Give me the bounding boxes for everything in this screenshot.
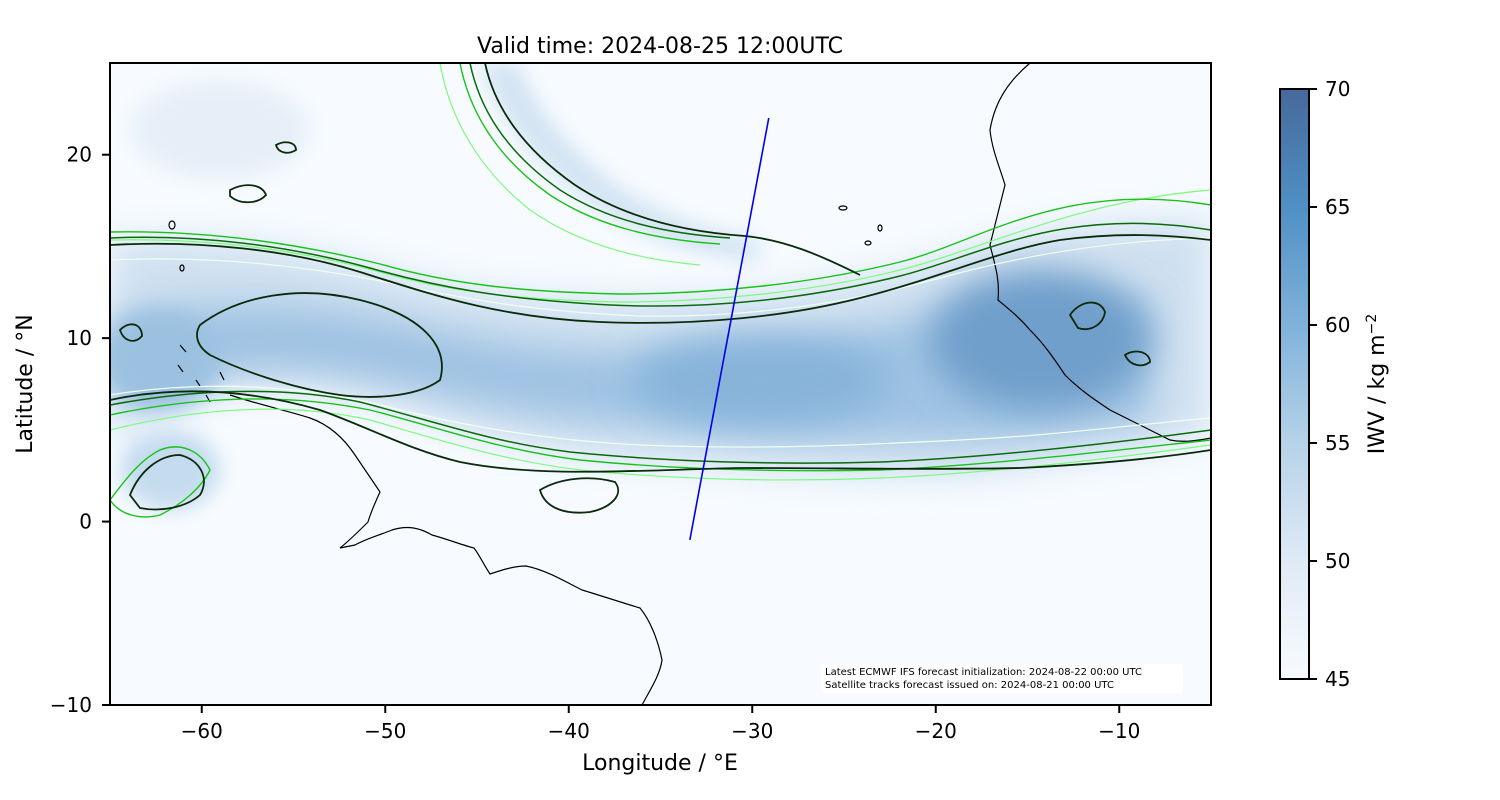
coastline-cape-verde-1 (838, 205, 848, 211)
contour-dark-south-patch (538, 477, 620, 514)
colorbar-tick-label: 70 (1325, 77, 1350, 101)
colorbar-label-sup: −2 (1364, 314, 1380, 335)
x-tick-label: −60 (181, 719, 223, 743)
iwv-north-arc (480, 63, 760, 262)
contour-darkgreen-south (110, 390, 1211, 464)
colorbar-label-main: IWV / kg m (1365, 334, 1390, 454)
contour-dark-south (110, 390, 1211, 473)
colorbar-tick-label: 45 (1325, 667, 1350, 691)
x-tick-label: −50 (364, 719, 406, 743)
x-tick-label: −20 (915, 719, 957, 743)
contour-dark-west-loop (118, 323, 143, 342)
coastline-lesser-antilles (177, 344, 225, 403)
coastline-cape-verde-3 (877, 224, 883, 232)
colorbar-tick-label: 50 (1325, 549, 1350, 573)
iwv-west-patch (110, 310, 220, 410)
x-axis-label: Longitude / °E (582, 751, 738, 776)
contour-lightgreen-arc (439, 63, 701, 266)
coastline-island-west (168, 220, 176, 230)
colorbar-label: IWV / kg m−2 (1364, 314, 1390, 454)
colorbar-gradient (1279, 88, 1310, 680)
y-axis-label: Latitude / °N (13, 314, 38, 453)
y-axis-ticks: −10 0 10 20 (50, 143, 110, 717)
map-frame (109, 62, 1212, 706)
contour-green-islands (110, 446, 211, 518)
contour-dark-east-island-2 (1123, 350, 1151, 367)
y-tick-label: −10 (50, 693, 92, 717)
contour-lightgreen-north (110, 189, 1211, 303)
contour-white-north (110, 237, 1211, 317)
contour-dark-east-island-1 (1068, 301, 1106, 330)
contour-green-north (110, 198, 1211, 295)
map-area: Latest ECMWF IFS forecast initialization… (109, 62, 1212, 706)
iwv-contours (110, 63, 1211, 518)
map-title: Valid time: 2024-08-25 12:00UTC (477, 34, 843, 59)
satellite-track (689, 117, 770, 541)
contour-dark-inner-loop (196, 292, 443, 398)
coastline-south-america (229, 394, 663, 705)
contour-darkgreen-arc (469, 63, 731, 239)
colorbar-tick-label: 65 (1325, 195, 1350, 219)
annotation-line-1: Latest ECMWF IFS forecast initialization… (825, 667, 1142, 678)
contour-green-south (110, 398, 1211, 472)
x-axis-ticks: −60 −50 −40 −30 −20 −10 (181, 705, 1140, 743)
annotation-line-2: Satellite tracks forecast issued on: 202… (825, 680, 1114, 691)
iwv-max-east (930, 270, 1150, 410)
coastline-cape-verde-2 (864, 240, 872, 246)
colorbar: 45 50 55 60 65 70 IWV / kg m−2 (1279, 77, 1390, 691)
contour-dark-north (110, 234, 1211, 324)
contour-darkgreen-north (110, 222, 1211, 307)
colorbar-tick-label: 60 (1325, 313, 1350, 337)
iwv-nw-patch (130, 80, 310, 180)
contour-dark-arc (484, 63, 861, 276)
iwv-band-core (110, 295, 1150, 440)
y-tick-label: 20 (67, 143, 92, 167)
contour-green-arc (459, 63, 721, 245)
contour-dark-nw-blob (229, 184, 268, 204)
contour-dark-nw-blob-2 (274, 141, 297, 154)
x-tick-label: −40 (548, 719, 590, 743)
contour-dark-sw-loop (128, 454, 205, 511)
iwv-max-central (630, 335, 890, 425)
annotation-box (821, 664, 1183, 693)
y-tick-label: 0 (79, 510, 92, 534)
contour-white-south (110, 385, 1211, 448)
colorbar-ticks: 45 50 55 60 65 70 (1309, 77, 1350, 691)
x-tick-label: −10 (1098, 719, 1140, 743)
forecast-annotation: Latest ECMWF IFS forecast initialization… (821, 664, 1183, 693)
colorbar-tick-label: 55 (1325, 431, 1350, 455)
iwv-shading (110, 63, 1211, 510)
y-tick-label: 10 (67, 326, 92, 350)
x-tick-label: −30 (731, 719, 773, 743)
coastline-island-west-2 (179, 264, 185, 272)
